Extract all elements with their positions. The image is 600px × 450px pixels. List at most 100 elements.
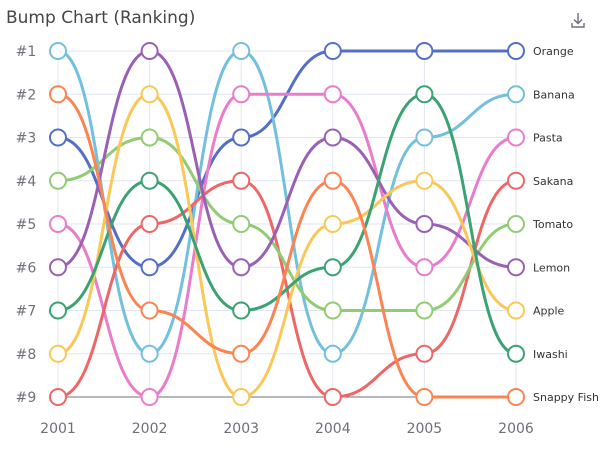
series-end-label: Banana bbox=[533, 88, 575, 101]
data-point[interactable] bbox=[232, 215, 251, 233]
data-point[interactable] bbox=[49, 215, 67, 233]
y-tick-label: #4 bbox=[16, 174, 37, 190]
data-point[interactable] bbox=[507, 344, 525, 363]
series-end-label: Lemon bbox=[533, 261, 570, 274]
data-point[interactable] bbox=[415, 128, 434, 147]
data-point[interactable] bbox=[140, 258, 159, 277]
data-point[interactable] bbox=[232, 258, 251, 277]
data-point[interactable] bbox=[232, 85, 251, 104]
series-line bbox=[57, 49, 517, 356]
data-point[interactable] bbox=[49, 344, 67, 363]
series-lemon bbox=[49, 42, 525, 277]
data-point[interactable] bbox=[140, 215, 159, 233]
data-point[interactable] bbox=[323, 388, 342, 406]
series-line bbox=[57, 49, 517, 269]
series-line bbox=[57, 92, 517, 399]
data-point[interactable] bbox=[49, 128, 67, 147]
x-tick-label: 2005 bbox=[407, 421, 443, 437]
y-tick-label: #7 bbox=[16, 304, 37, 320]
y-tick-label: #9 bbox=[16, 390, 37, 406]
data-point[interactable] bbox=[415, 215, 434, 233]
data-point[interactable] bbox=[323, 85, 342, 104]
series-line bbox=[57, 49, 516, 269]
series-apple bbox=[49, 85, 525, 406]
data-point[interactable] bbox=[140, 388, 159, 406]
series-orange bbox=[49, 42, 525, 277]
series-iwashi bbox=[49, 85, 525, 363]
series-tomato bbox=[49, 128, 525, 320]
data-point[interactable] bbox=[323, 301, 342, 320]
data-point[interactable] bbox=[415, 171, 434, 190]
data-point[interactable] bbox=[49, 258, 67, 277]
data-point[interactable] bbox=[507, 85, 525, 104]
chart-title: Bump Chart (Ranking) bbox=[6, 8, 196, 28]
data-point[interactable] bbox=[232, 344, 251, 363]
series-labels: Orange Banana Pasta Sakana Tomato Lemon Apple I… bbox=[532, 45, 599, 404]
series-end-label: Tomato bbox=[532, 218, 573, 231]
data-point[interactable] bbox=[323, 258, 342, 277]
series-banana bbox=[49, 42, 525, 363]
x-tick-label: 2003 bbox=[223, 421, 259, 437]
y-tick-label: #1 bbox=[16, 44, 37, 60]
series-line bbox=[57, 92, 516, 399]
data-point[interactable] bbox=[140, 42, 159, 60]
data-point[interactable] bbox=[232, 128, 251, 147]
series-pasta bbox=[49, 85, 525, 406]
data-point[interactable] bbox=[415, 344, 434, 363]
x-tick-label: 2006 bbox=[498, 421, 534, 437]
series-end-label: Sakana bbox=[533, 175, 573, 188]
data-point[interactable] bbox=[415, 388, 434, 406]
data-point[interactable] bbox=[415, 258, 434, 277]
series-end-label: Iwashi bbox=[533, 348, 568, 361]
data-point[interactable] bbox=[232, 171, 251, 190]
data-point[interactable] bbox=[507, 301, 525, 320]
series-end-label: Snappy Fish bbox=[533, 391, 599, 404]
data-point[interactable] bbox=[323, 344, 342, 363]
series-line bbox=[57, 92, 517, 399]
data-point[interactable] bbox=[49, 388, 67, 406]
data-point[interactable] bbox=[232, 42, 251, 60]
y-tick-label: #2 bbox=[16, 87, 37, 103]
data-point[interactable] bbox=[415, 42, 434, 60]
data-point[interactable] bbox=[323, 42, 342, 60]
data-point[interactable] bbox=[323, 171, 342, 190]
data-point[interactable] bbox=[507, 215, 525, 233]
download-icon[interactable] bbox=[568, 10, 588, 30]
data-point[interactable] bbox=[49, 301, 67, 320]
data-point[interactable] bbox=[140, 171, 159, 190]
data-point[interactable] bbox=[507, 128, 525, 147]
series-end-label: Pasta bbox=[533, 132, 563, 145]
y-tick-label: #8 bbox=[16, 347, 37, 363]
x-tick-label: 2004 bbox=[315, 421, 351, 437]
series-end-label: Apple bbox=[533, 305, 565, 318]
data-point[interactable] bbox=[140, 344, 159, 363]
data-point[interactable] bbox=[140, 85, 159, 104]
y-tick-label: #3 bbox=[16, 131, 37, 147]
series bbox=[49, 42, 525, 406]
grid bbox=[57, 50, 517, 398]
data-point[interactable] bbox=[232, 388, 251, 406]
data-point[interactable] bbox=[232, 301, 251, 320]
data-point[interactable] bbox=[49, 171, 67, 190]
data-point[interactable] bbox=[507, 171, 525, 190]
y-tick-label: #6 bbox=[16, 260, 37, 276]
series-end-label: Orange bbox=[533, 45, 574, 58]
data-point[interactable] bbox=[415, 85, 434, 104]
data-point[interactable] bbox=[415, 301, 434, 320]
series-snappy-fish bbox=[49, 85, 525, 406]
data-point[interactable] bbox=[507, 258, 525, 277]
data-point[interactable] bbox=[49, 42, 67, 60]
x-tick-label: 2001 bbox=[40, 421, 76, 437]
series-line bbox=[57, 92, 517, 356]
x-tick-label: 2002 bbox=[132, 421, 168, 437]
data-point[interactable] bbox=[140, 301, 159, 320]
data-point[interactable] bbox=[49, 85, 67, 104]
data-point[interactable] bbox=[323, 215, 342, 233]
y-tick-label: #5 bbox=[16, 217, 37, 233]
data-point[interactable] bbox=[507, 388, 525, 406]
data-point[interactable] bbox=[140, 128, 159, 147]
data-point[interactable] bbox=[323, 128, 342, 147]
data-point[interactable] bbox=[507, 42, 525, 60]
